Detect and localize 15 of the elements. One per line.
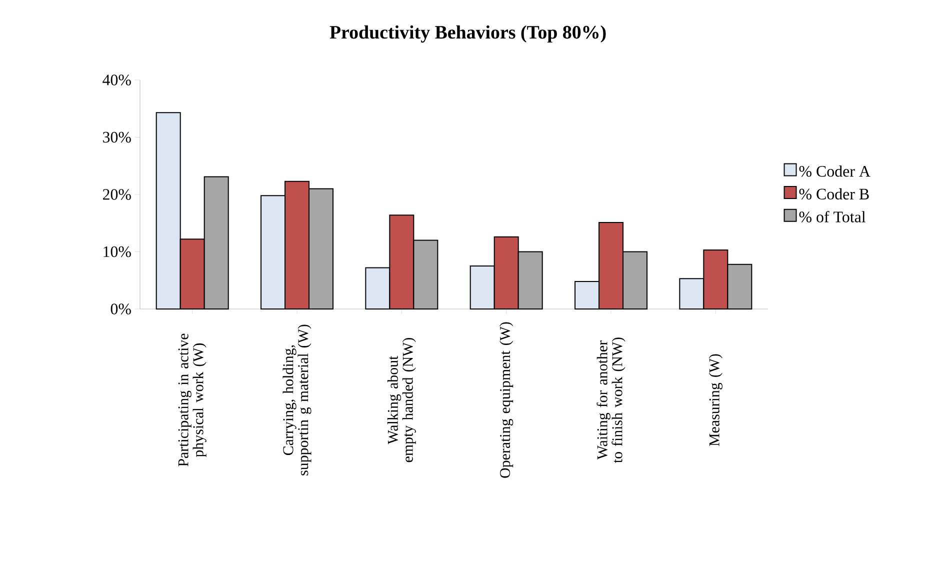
y-tick-label: 40% xyxy=(102,74,131,86)
x-tick-label: Participating in active physical work (W) xyxy=(178,334,206,466)
x-tick-label: Carrying, holding, supportin g material (W) xyxy=(282,324,312,476)
x-tick-label: Waiting for another to finish work (NW) xyxy=(596,338,626,463)
chart-title: Productivity Behaviors (Top 80%) xyxy=(330,25,606,43)
y-tick-label: 30% xyxy=(103,132,131,143)
legend-label: % of Total xyxy=(799,210,866,222)
x-tick-label: Walking about empty handed (NW) xyxy=(387,338,416,462)
y-tick-label: 0% xyxy=(110,304,131,314)
y-tick-label: 10% xyxy=(104,246,131,258)
x-tick-label: Measuring (W) xyxy=(708,354,722,446)
legend-label: % Coder B xyxy=(799,188,869,200)
x-tick-label: Operating equipment (W) xyxy=(500,322,514,478)
legend-label: % Coder A xyxy=(799,166,870,177)
y-tick-label: 20% xyxy=(102,189,131,200)
